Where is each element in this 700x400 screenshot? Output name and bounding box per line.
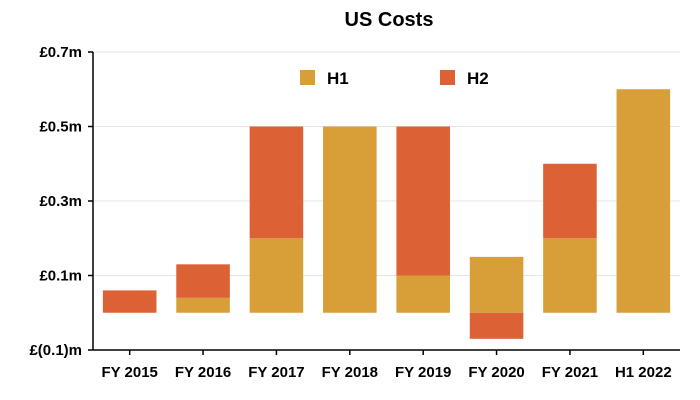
bar-h1-fy-2020 [469, 256, 524, 313]
bar-h2-fy-2017 [249, 126, 304, 239]
x-tick-label: FY 2018 [322, 364, 378, 381]
bar-h1-fy-2016 [176, 297, 230, 313]
y-tick-label: £0.5m [39, 119, 82, 136]
chart-title: US Costs [345, 9, 434, 31]
x-tick-label: H1 2022 [615, 364, 672, 381]
legend-swatch-h2 [440, 70, 455, 85]
y-tick-labels: £0.7m £0.5m £0.3m £0.1m £(0.1)m [29, 44, 82, 359]
bars [102, 89, 671, 339]
x-tick-label: FY 2016 [175, 364, 231, 381]
legend: H1 H2 [300, 69, 489, 88]
legend-swatch-h1 [300, 70, 315, 85]
bar-h2-fy-2019 [396, 126, 450, 276]
bar-h1-h1-2022 [616, 89, 671, 313]
bar-h1-fy-2019 [396, 275, 450, 313]
bar-h2-fy-2015 [102, 290, 157, 313]
bar-h2-fy-2021 [543, 163, 597, 239]
y-tick-label: £0.1m [39, 268, 82, 285]
bar-h1-fy-2018 [323, 126, 377, 313]
bar-h2-fy-2020 [469, 312, 524, 339]
axes [88, 51, 680, 355]
x-tick-labels: FY 2015 FY 2016 FY 2017 FY 2018 FY 2019 FY 20… [101, 364, 671, 381]
x-tick-label: FY 2017 [248, 364, 304, 381]
bar-h2-fy-2016 [176, 264, 230, 298]
y-tick-label: £0.7m [39, 44, 82, 61]
legend-label-h2: H2 [467, 69, 489, 88]
x-tick-label: FY 2020 [468, 364, 524, 381]
bar-h1-fy-2021 [543, 238, 597, 313]
y-tick-label: £(0.1)m [29, 342, 82, 359]
x-tick-label: FY 2015 [101, 364, 157, 381]
x-tick-label: FY 2019 [395, 364, 451, 381]
x-tick-label: FY 2021 [542, 364, 598, 381]
legend-label-h1: H1 [327, 69, 349, 88]
bar-h1-fy-2017 [249, 238, 304, 313]
y-tick-label: £0.3m [39, 193, 82, 210]
